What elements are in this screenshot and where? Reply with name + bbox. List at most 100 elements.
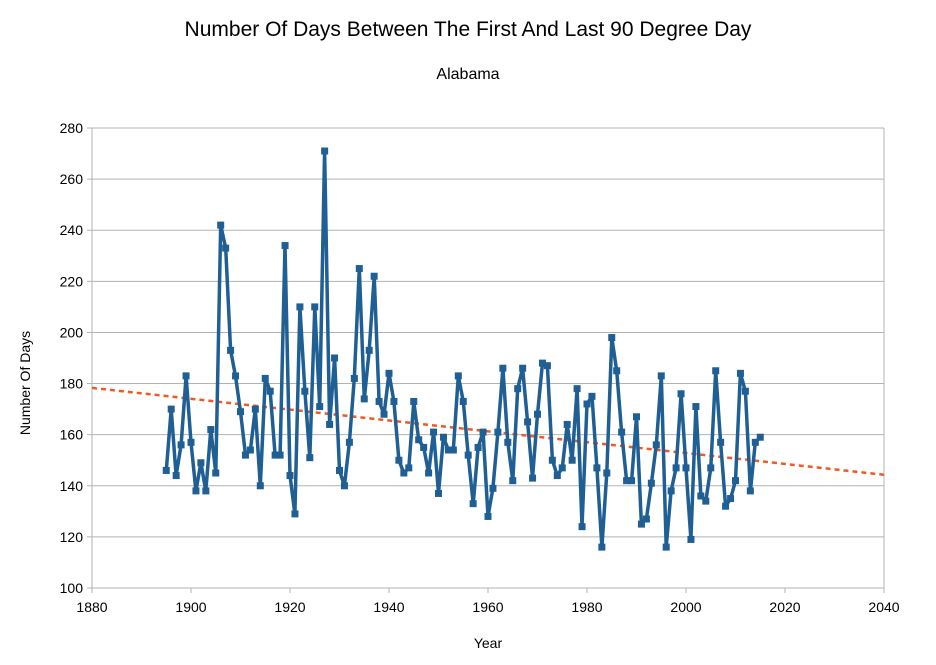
- data-point: [217, 221, 225, 229]
- data-point: [509, 477, 517, 485]
- data-point: [474, 443, 482, 451]
- data-point: [697, 492, 705, 500]
- y-axis-label: Number Of Days: [17, 331, 33, 435]
- y-tick-label: 200: [60, 324, 84, 340]
- y-tick-label: 180: [60, 376, 84, 392]
- data-point: [652, 441, 660, 449]
- data-point: [256, 482, 264, 490]
- data-point: [261, 374, 269, 382]
- data-point: [667, 487, 675, 495]
- data-point: [682, 464, 690, 472]
- data-point: [420, 443, 428, 451]
- y-tick-label: 100: [60, 580, 84, 596]
- data-point: [746, 487, 754, 495]
- data-point: [187, 438, 195, 446]
- data-point: [548, 456, 556, 464]
- x-tick-label: 2040: [868, 599, 899, 615]
- data-point: [756, 433, 764, 441]
- y-tick-label: 280: [60, 120, 84, 136]
- data-point: [534, 410, 541, 418]
- data-point: [628, 477, 636, 485]
- data-point: [311, 303, 319, 311]
- data-point: [598, 543, 606, 551]
- data-point: [553, 472, 561, 480]
- data-point: [519, 364, 527, 372]
- data-point: [207, 426, 215, 434]
- data-point: [717, 438, 725, 446]
- y-tick-label: 140: [60, 478, 84, 494]
- data-point: [657, 372, 665, 380]
- chart-subtitle: Alabama: [436, 66, 500, 83]
- data-point: [415, 436, 423, 444]
- data-point: [400, 469, 408, 477]
- data-point: [642, 515, 650, 523]
- data-point: [578, 523, 586, 531]
- y-tick-label: 240: [60, 222, 84, 238]
- data-point: [301, 387, 309, 395]
- data-point: [672, 464, 680, 472]
- x-tick-label: 1880: [76, 599, 107, 615]
- data-point: [340, 482, 348, 490]
- data-point: [246, 446, 254, 454]
- data-point: [237, 408, 244, 416]
- data-point: [459, 397, 467, 405]
- data-point: [662, 543, 670, 551]
- data-point: [291, 510, 299, 518]
- x-tick-label: 2020: [769, 599, 800, 615]
- data-point: [633, 413, 640, 421]
- data-point: [405, 464, 413, 472]
- x-tick-label: 1900: [175, 599, 206, 615]
- data-point: [232, 372, 240, 380]
- data-point: [613, 367, 621, 375]
- data-point: [410, 397, 418, 405]
- data-point: [286, 472, 294, 480]
- data-point: [375, 397, 383, 405]
- data-point: [370, 272, 378, 280]
- data-point: [435, 489, 442, 497]
- data-point: [316, 403, 324, 411]
- data-point: [365, 346, 373, 354]
- data-point: [177, 441, 185, 449]
- data-point: [182, 372, 190, 380]
- grid-lines: [92, 127, 884, 589]
- x-tick-label: 1940: [373, 599, 404, 615]
- data-point: [197, 459, 205, 467]
- data-point: [583, 400, 591, 408]
- data-point: [449, 446, 457, 454]
- data-point: [499, 364, 507, 372]
- data-point: [395, 456, 403, 464]
- data-point: [722, 502, 730, 510]
- data-point: [227, 346, 235, 354]
- data-point: [162, 466, 170, 474]
- data-point: [692, 403, 700, 411]
- data-point: [484, 512, 492, 520]
- data-point: [464, 451, 472, 459]
- x-tick-label: 1960: [472, 599, 503, 615]
- y-tick-label: 220: [60, 273, 84, 289]
- data-point: [751, 438, 759, 446]
- data-point: [202, 487, 210, 495]
- data-point: [702, 497, 710, 505]
- x-tick-label: 2000: [670, 599, 701, 615]
- x-tick-label: 1980: [571, 599, 602, 615]
- data-point: [321, 147, 329, 155]
- data-point: [390, 397, 398, 405]
- data-point: [504, 438, 512, 446]
- data-point: [192, 487, 200, 495]
- y-tick-label: 120: [60, 529, 84, 545]
- data-point: [529, 474, 537, 482]
- data-point: [489, 484, 497, 492]
- data-point: [425, 469, 433, 477]
- data-point: [524, 418, 532, 426]
- data-point: [241, 451, 249, 459]
- data-point: [439, 433, 447, 441]
- data-point: [603, 469, 611, 477]
- data-point: [172, 472, 180, 480]
- x-axis-label: Year: [474, 635, 503, 651]
- data-point: [623, 477, 631, 485]
- data-point: [331, 354, 339, 362]
- data-point: [430, 428, 438, 436]
- data-point: [637, 520, 645, 528]
- data-point: [558, 464, 566, 472]
